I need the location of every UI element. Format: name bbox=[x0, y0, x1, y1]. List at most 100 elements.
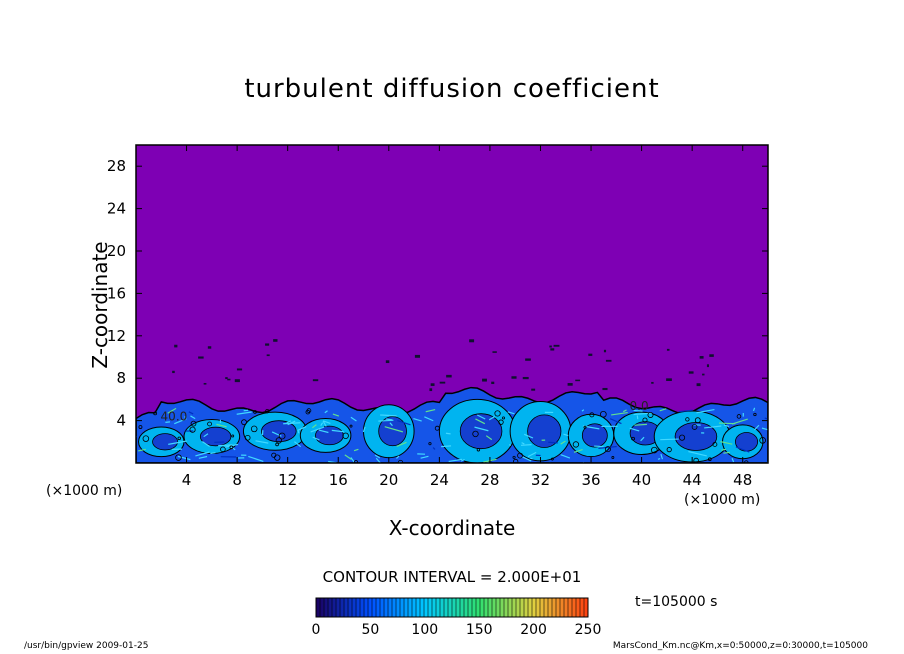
colorbar-tick-label: 150 bbox=[465, 622, 493, 638]
turbulent-layer bbox=[136, 339, 768, 463]
turbulence-streak bbox=[753, 424, 760, 431]
contour-blob bbox=[600, 410, 607, 418]
turbulence-streak bbox=[476, 414, 486, 420]
contour-blob bbox=[189, 426, 196, 433]
turbulence-streak bbox=[696, 408, 715, 414]
x-tick-label: 4 bbox=[182, 471, 192, 489]
patch bbox=[172, 370, 175, 374]
turbulence-streak bbox=[350, 457, 355, 463]
patch bbox=[550, 348, 555, 351]
contour-blob bbox=[498, 419, 504, 425]
turbulence-streak bbox=[353, 448, 359, 452]
patch bbox=[575, 379, 581, 382]
turbulence-streak bbox=[255, 440, 269, 444]
turbulence-streak bbox=[177, 455, 191, 461]
contour-blob bbox=[231, 434, 235, 438]
contour-blob bbox=[241, 419, 247, 426]
contour-blob bbox=[583, 425, 587, 429]
patch bbox=[603, 349, 607, 353]
turbulence-streak bbox=[560, 440, 566, 445]
patch bbox=[531, 388, 536, 391]
turbulence-streak bbox=[594, 445, 604, 448]
turbulence-streak bbox=[319, 429, 329, 434]
turbulence-streak bbox=[297, 425, 307, 431]
patch bbox=[430, 383, 435, 386]
turbulence-streak bbox=[445, 432, 451, 435]
contour-blob bbox=[604, 446, 611, 453]
patch bbox=[207, 346, 212, 349]
contour-blob bbox=[354, 460, 358, 463]
patch bbox=[492, 351, 497, 353]
contour-blob bbox=[207, 421, 212, 427]
turbulence-streak bbox=[548, 441, 558, 444]
turbulence-streak bbox=[735, 446, 750, 453]
patch bbox=[666, 378, 672, 381]
patch bbox=[227, 378, 231, 381]
contour-blob bbox=[707, 457, 712, 462]
contour-blob bbox=[306, 408, 312, 413]
turbulence-streak bbox=[520, 444, 532, 446]
turbulence-streak bbox=[396, 455, 400, 459]
turbulence-streak bbox=[573, 449, 583, 453]
patch bbox=[236, 368, 243, 371]
eddy-core bbox=[378, 416, 407, 447]
eddy-core bbox=[152, 433, 178, 451]
patch bbox=[706, 364, 710, 368]
turbulence-streak bbox=[322, 420, 327, 427]
turbulence-streak bbox=[344, 454, 352, 460]
turbulence-streak bbox=[420, 455, 429, 459]
footer-source: MarsCond_Km.nc@Km,x=0:50000,z=0:30000,t=… bbox=[612, 641, 868, 651]
contour-blob bbox=[278, 432, 286, 440]
turbulence-streak bbox=[527, 451, 537, 458]
contour-blob bbox=[736, 414, 742, 419]
plot-frame bbox=[135, 144, 769, 464]
x-tick-label: 24 bbox=[430, 471, 449, 489]
contour-blob bbox=[175, 454, 182, 461]
turbulence-streak bbox=[660, 453, 664, 460]
turbulence-streak bbox=[350, 416, 357, 422]
patch bbox=[482, 378, 487, 382]
patch bbox=[469, 339, 475, 343]
y-tick-label: 24 bbox=[107, 200, 126, 218]
eddy-core bbox=[199, 426, 232, 447]
x-tick-label: 44 bbox=[683, 471, 702, 489]
y-tick-label: 4 bbox=[116, 412, 126, 430]
patch bbox=[567, 383, 573, 386]
y-axis-label: Z-coordinate bbox=[88, 241, 112, 369]
patch bbox=[602, 387, 608, 391]
patch bbox=[385, 360, 390, 364]
x-tick-label: 20 bbox=[379, 471, 398, 489]
turbulence-streak bbox=[424, 416, 434, 422]
patch bbox=[198, 356, 204, 359]
contour-blob bbox=[428, 442, 432, 446]
x-tick-label: 28 bbox=[480, 471, 499, 489]
contour-blob bbox=[220, 446, 226, 453]
turbulence-streak bbox=[507, 411, 515, 415]
contour-blob bbox=[647, 411, 654, 418]
contour-blob bbox=[253, 410, 257, 414]
turbulence-streak bbox=[425, 409, 436, 413]
turbulence-streak bbox=[311, 424, 317, 429]
turbulence-streak bbox=[198, 455, 208, 459]
contour-blob bbox=[153, 411, 158, 416]
patch bbox=[688, 371, 694, 374]
turbulence-streak bbox=[609, 418, 622, 425]
turbulence-streak bbox=[331, 429, 344, 433]
turbulence-streak bbox=[324, 410, 328, 414]
y-axis: 4 8 12 16 20 24 28 bbox=[107, 157, 768, 430]
contour-blob bbox=[250, 425, 258, 433]
x-tick-label: 40 bbox=[632, 471, 651, 489]
turbulence-streak bbox=[384, 426, 404, 433]
colorbar bbox=[315, 597, 589, 618]
contour-label: 40.0 bbox=[161, 410, 188, 424]
eddy-core bbox=[527, 414, 562, 448]
turbulence-streak bbox=[332, 413, 340, 417]
turbulence-streak bbox=[474, 426, 489, 432]
patch bbox=[225, 377, 228, 380]
patch bbox=[203, 382, 207, 385]
time-label: t=105000 s bbox=[635, 594, 718, 610]
turbulence-streak bbox=[508, 444, 511, 446]
patch bbox=[651, 381, 654, 384]
turbulence-streak bbox=[271, 431, 282, 437]
turbulence-streak bbox=[248, 455, 264, 463]
